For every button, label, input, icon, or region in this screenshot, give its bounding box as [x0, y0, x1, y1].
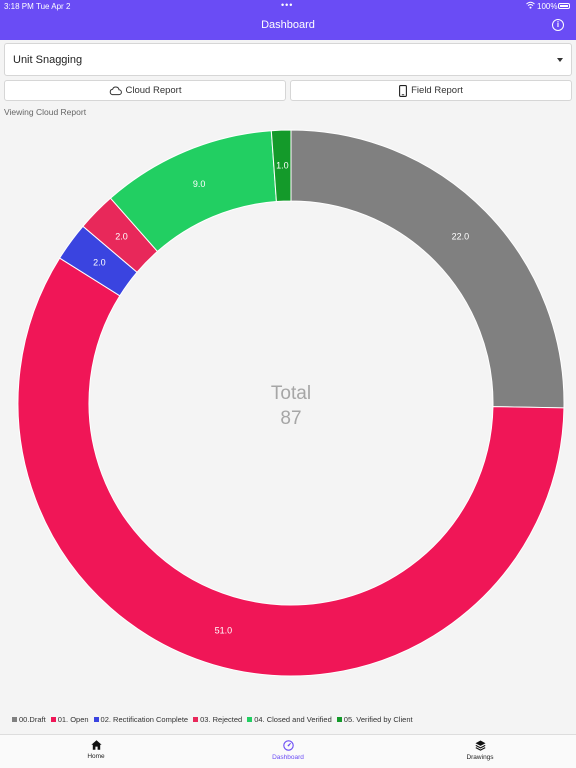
- cloud-report-label: Cloud Report: [125, 85, 182, 96]
- layers-icon: [475, 740, 485, 751]
- donut-slice-5[interactable]: [270, 129, 292, 203]
- wifi-icon: [526, 1, 535, 11]
- app-header: 3:18 PM Tue Apr 2 ••• 100% Dashboard i: [0, 0, 576, 40]
- legend-swatch-5: [336, 717, 342, 722]
- chart-center-label: Total: [271, 383, 311, 404]
- battery-percent: 100%: [537, 2, 558, 11]
- donut-slice-label-0: 22.0: [452, 232, 470, 242]
- cloud-report-button[interactable]: Cloud Report: [4, 80, 286, 101]
- field-report-label: Field Report: [411, 85, 463, 96]
- legend-swatch-4: [247, 717, 253, 722]
- legend-item-3[interactable]: 03. Rejected: [193, 715, 242, 724]
- legend-swatch-2: [93, 717, 99, 722]
- tab-home-label: Home: [87, 753, 105, 760]
- page-title: Dashboard: [261, 19, 315, 31]
- donut-slice-label-5: 1.0: [276, 161, 289, 171]
- status-date: Tue Apr 2: [36, 2, 71, 11]
- legend-label-4: 04. Closed and Verified: [254, 715, 332, 724]
- tab-drawings[interactable]: Drawings: [440, 740, 520, 761]
- legend-item-2[interactable]: 02. Rectification Complete: [93, 715, 189, 724]
- tablet-icon: [399, 84, 408, 97]
- donut-slice-label-2: 2.0: [93, 258, 106, 268]
- chart-center-value: 87: [280, 408, 301, 429]
- tab-drawings-label: Drawings: [466, 754, 494, 761]
- bottom-tab-bar: Home Dashboard Drawings: [0, 734, 576, 768]
- viewing-report-label: Viewing Cloud Report: [4, 107, 87, 117]
- legend-item-1[interactable]: 01. Open: [50, 715, 89, 724]
- dashboard-icon: [282, 740, 294, 751]
- status-donut-chart: 22.0 51.0 2.0 2.0 9.0 1.0 Total 87: [17, 129, 565, 677]
- legend-swatch-3: [193, 717, 199, 722]
- battery-icon: [558, 3, 570, 9]
- donut-slice-label-1: 51.0: [215, 626, 233, 636]
- legend-swatch-0: [12, 717, 17, 722]
- legend-label-3: 03. Rejected: [200, 715, 243, 724]
- tab-home[interactable]: Home: [56, 740, 136, 760]
- donut-slice-label-3: 2.0: [115, 232, 128, 242]
- legend-label-2: 02. Rectification Complete: [100, 715, 189, 724]
- donut-slice-0[interactable]: [290, 129, 565, 409]
- multitasking-dots-icon[interactable]: •••: [281, 0, 294, 10]
- legend-label-0: 00.Draft: [19, 715, 46, 724]
- chevron-down-icon: [557, 58, 563, 62]
- tab-dashboard[interactable]: Dashboard: [248, 740, 328, 761]
- donut-slice-1[interactable]: [17, 257, 565, 677]
- cloud-icon: [109, 86, 122, 95]
- home-icon: [90, 740, 102, 750]
- legend-label-5: 05. Verified by Client: [343, 715, 413, 724]
- legend-label-1: 01. Open: [57, 715, 89, 724]
- info-icon[interactable]: i: [552, 19, 564, 31]
- legend-swatch-1: [50, 717, 56, 722]
- donut-slice-label-4: 9.0: [193, 179, 206, 189]
- legend-item-0[interactable]: 00.Draft: [12, 715, 46, 724]
- field-report-button[interactable]: Field Report: [290, 80, 572, 101]
- status-time: 3:18 PM: [4, 2, 34, 11]
- chart-legend: 00.Draft 01. Open 02. Rectification Comple…: [12, 715, 413, 724]
- tab-dashboard-label: Dashboard: [272, 754, 304, 761]
- project-type-select[interactable]: Unit Snagging: [4, 43, 572, 76]
- legend-item-4[interactable]: 04. Closed and Verified: [247, 715, 332, 724]
- legend-item-5[interactable]: 05. Verified by Client: [336, 715, 413, 724]
- dropdown-selected-value: Unit Snagging: [13, 54, 83, 66]
